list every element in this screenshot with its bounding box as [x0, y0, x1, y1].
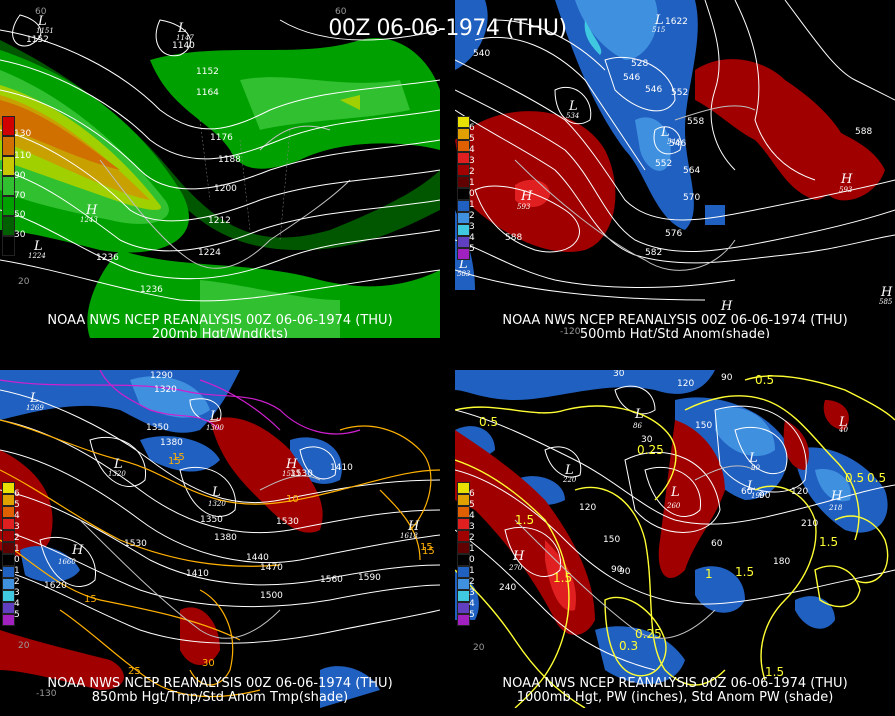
map-1000mb [455, 370, 895, 708]
colorbar-label: 3 [469, 522, 475, 532]
colorbar-label: 90 [14, 171, 26, 181]
colorbar-label: 2 [14, 577, 20, 587]
panel-500mb: -120 540 528 546 546 552 558 546 552 564… [455, 0, 895, 338]
colorbar-label: 2 [469, 577, 475, 587]
colorbar-label: 1 [14, 566, 20, 576]
colorbar-label: 4 [14, 599, 20, 609]
colorbar-label: 5 [469, 134, 475, 144]
colorbar-label: 0 [469, 555, 475, 565]
colorbar-label: 1 [469, 544, 475, 554]
panel-caption-field: 200mb Hgt/Wnd(kts) [151, 327, 289, 339]
colorbar-label: 4 [14, 511, 20, 521]
colorbar-label: 5 [469, 244, 475, 254]
colorbar-label: 3 [469, 156, 475, 166]
colorbar-label: 50 [14, 210, 26, 220]
colorbar-label: 4 [469, 145, 475, 155]
panel-caption-field: 850mb Hgt/Tmp/Std Anom Tmp(shade) [91, 690, 349, 705]
colorbar-200mb [2, 116, 15, 256]
colorbar-label: 110 [14, 151, 32, 161]
colorbar-label: 1 [469, 178, 475, 188]
colorbar-label: 4 [469, 511, 475, 521]
map-850mb [0, 370, 440, 708]
colorbar-label: 3 [14, 522, 20, 532]
colorbar-label: 3 [14, 588, 20, 598]
colorbar-label: 5 [469, 610, 475, 620]
colorbar-label: 1 [14, 544, 20, 554]
colorbar-label: 5 [14, 500, 20, 510]
colorbar-label: 0 [469, 189, 475, 199]
colorbar-label: 2 [469, 167, 475, 177]
colorbar-label: 1 [469, 566, 475, 576]
colorbar-label: 6 [14, 489, 20, 499]
colorbar-label: 130 [14, 129, 32, 139]
colorbar-label: 2 [469, 533, 475, 543]
panel-caption-source: NOAA NWS NCEP REANALYSIS 00Z 06-06-1974 … [502, 313, 848, 328]
panel-850mb: 20 -130 1290 1320 1350 1380 1350 1380 15… [0, 370, 440, 708]
colorbar-label: 6 [469, 123, 475, 133]
colorbar-label: 1 [469, 200, 475, 210]
colorbar-label: 3 [469, 222, 475, 232]
colorbar-label: 5 [14, 610, 20, 620]
panel-caption-field: 1000mb Hgt, PW (inches), Std Anom PW (sh… [516, 690, 834, 705]
panel-200mb: 60 60 20 1152 1140 1152 1164 1176 1188 1… [0, 0, 440, 338]
panel-caption-field: 500mb Hgt/Std Anom(shade) [579, 327, 771, 339]
map-500mb [455, 0, 895, 301]
colorbar-label: 4 [469, 233, 475, 243]
page-title: 00Z 06-06-1974 (THU) [328, 16, 567, 41]
colorbar-1000mb [457, 482, 470, 626]
colorbar-850mb [2, 482, 15, 626]
panel-caption-source: NOAA NWS NCEP REANALYSIS 00Z 06-06-1974 … [47, 676, 393, 691]
colorbar-500mb [457, 116, 470, 260]
colorbar-label: 5 [469, 500, 475, 510]
colorbar-label: 30 [14, 230, 26, 240]
panel-caption-source: NOAA NWS NCEP REANALYSIS 00Z 06-06-1974 … [502, 676, 848, 691]
colorbar-label: 2 [14, 533, 20, 543]
colorbar-label: 6 [469, 489, 475, 499]
colorbar-label: 4 [469, 599, 475, 609]
map-200mb [0, 14, 440, 338]
colorbar-label: 70 [14, 191, 26, 201]
panel-caption-source: NOAA NWS NCEP REANALYSIS 00Z 06-06-1974 … [47, 313, 393, 328]
panel-1000mb: 20 30 120 90 150 120 90 60 150 180 210 2… [455, 370, 895, 708]
colorbar-label: 0 [14, 555, 20, 565]
colorbar-label: 2 [469, 211, 475, 221]
colorbar-label: 3 [469, 588, 475, 598]
